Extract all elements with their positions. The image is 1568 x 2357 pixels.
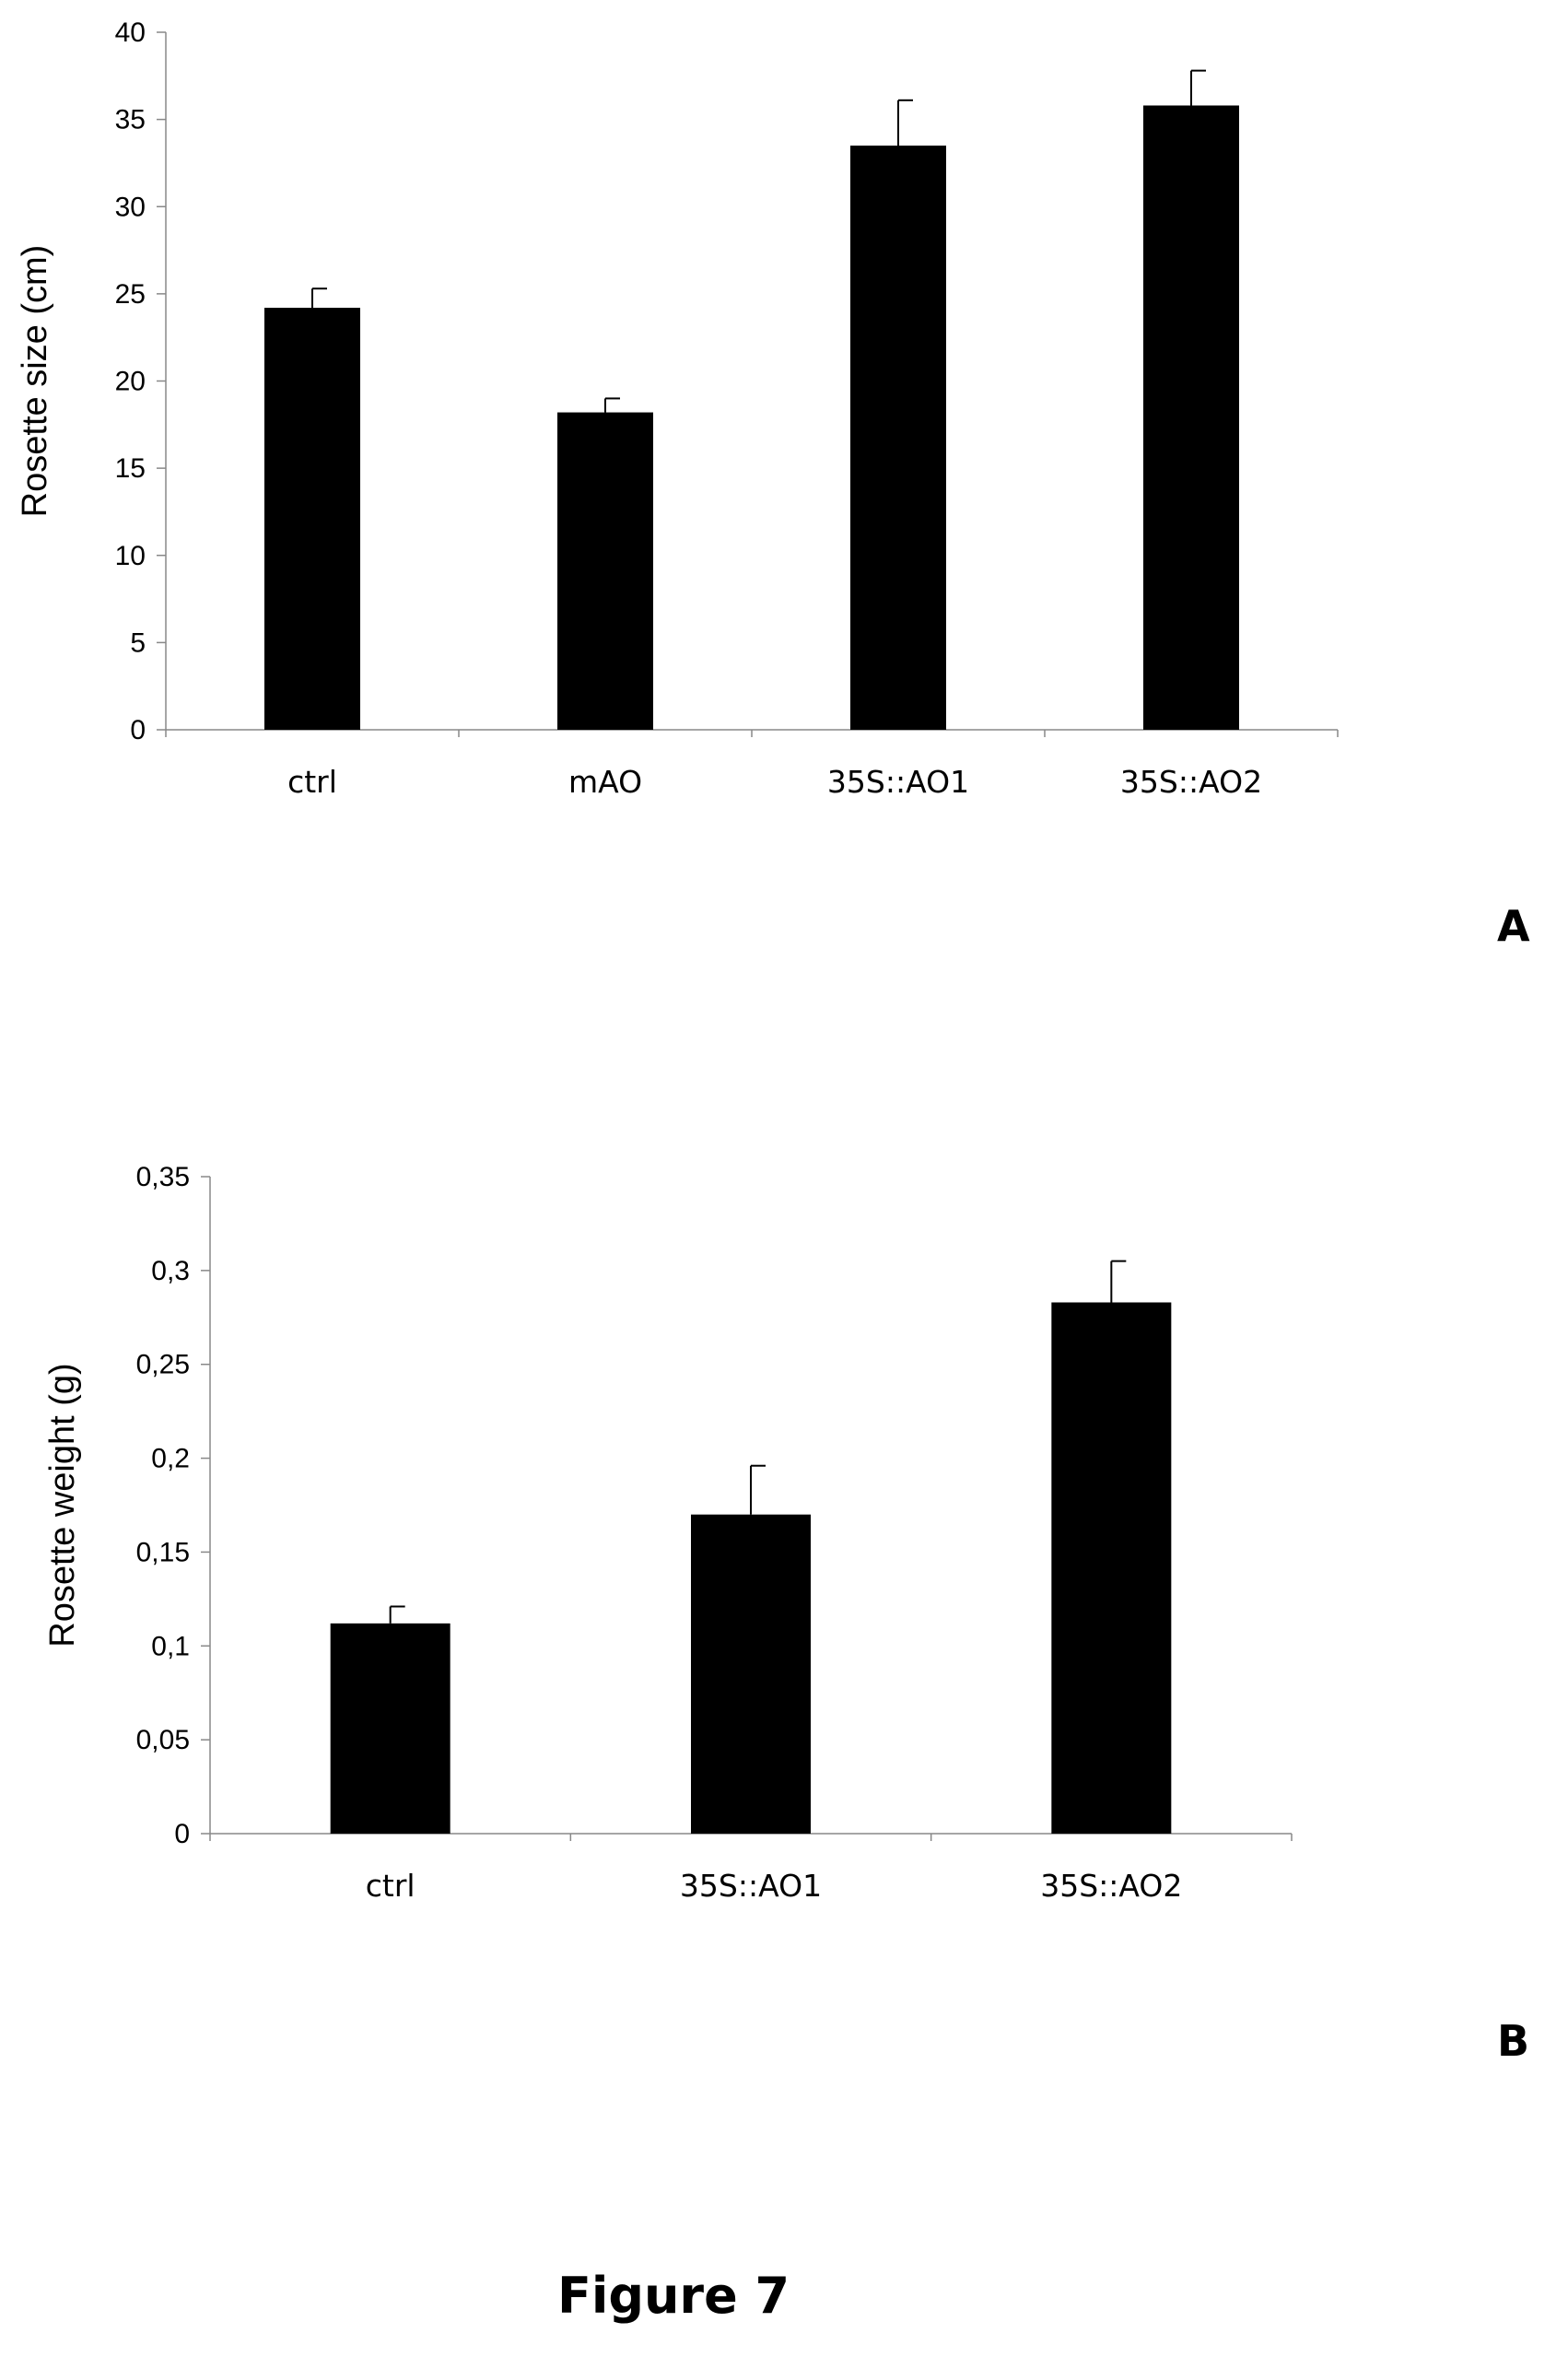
y-tick-label: 0,2: [151, 1444, 190, 1474]
y-tick-label: 0,35: [136, 1162, 190, 1192]
panel-label-b: B: [1497, 2016, 1530, 2066]
y-tick-label: 0,3: [151, 1256, 190, 1286]
y-tick-label: 35: [115, 105, 146, 135]
category-label-35s-ao1: 35S::AO1: [680, 1868, 822, 1904]
bar-mao: [557, 412, 653, 730]
y-tick-label: 15: [115, 453, 146, 484]
y-axis-title: Rosette weight (g): [43, 1363, 82, 1647]
y-tick-label: 0,1: [151, 1631, 190, 1661]
y-tick-label: 0: [174, 1819, 190, 1849]
bar-35s-ao2: [1143, 105, 1239, 731]
y-tick-label: 20: [115, 367, 146, 397]
bar-35s-ao1: [850, 146, 946, 730]
y-tick-label: 5: [130, 627, 146, 658]
category-label-35s-ao2: 35S::AO2: [1120, 764, 1262, 800]
bar-ctrl: [264, 308, 360, 730]
y-tick-label: 0: [130, 715, 146, 745]
category-label-35s-ao2: 35S::AO2: [1040, 1868, 1182, 1904]
y-tick-label: 25: [115, 279, 146, 310]
y-tick-label: 40: [115, 18, 146, 48]
category-label-ctrl: ctrl: [287, 764, 337, 800]
y-axis-title: Rosette size (cm): [16, 245, 54, 518]
category-label-mao: mAO: [568, 764, 642, 800]
category-label-35s-ao1: 35S::AO1: [827, 764, 969, 800]
bar-35s-ao1: [691, 1514, 811, 1834]
bar-ctrl: [330, 1623, 451, 1834]
y-tick-label: 0,05: [136, 1725, 190, 1755]
y-tick-label: 0,25: [136, 1350, 190, 1380]
y-tick-label: 0,15: [136, 1537, 190, 1567]
category-label-ctrl: ctrl: [366, 1868, 415, 1904]
y-tick-label: 10: [115, 541, 146, 571]
panel-label-a: A: [1497, 901, 1530, 951]
y-tick-label: 30: [115, 192, 146, 222]
figure-caption: Figure 7: [556, 2267, 790, 2325]
bar-35s-ao2: [1051, 1302, 1172, 1834]
